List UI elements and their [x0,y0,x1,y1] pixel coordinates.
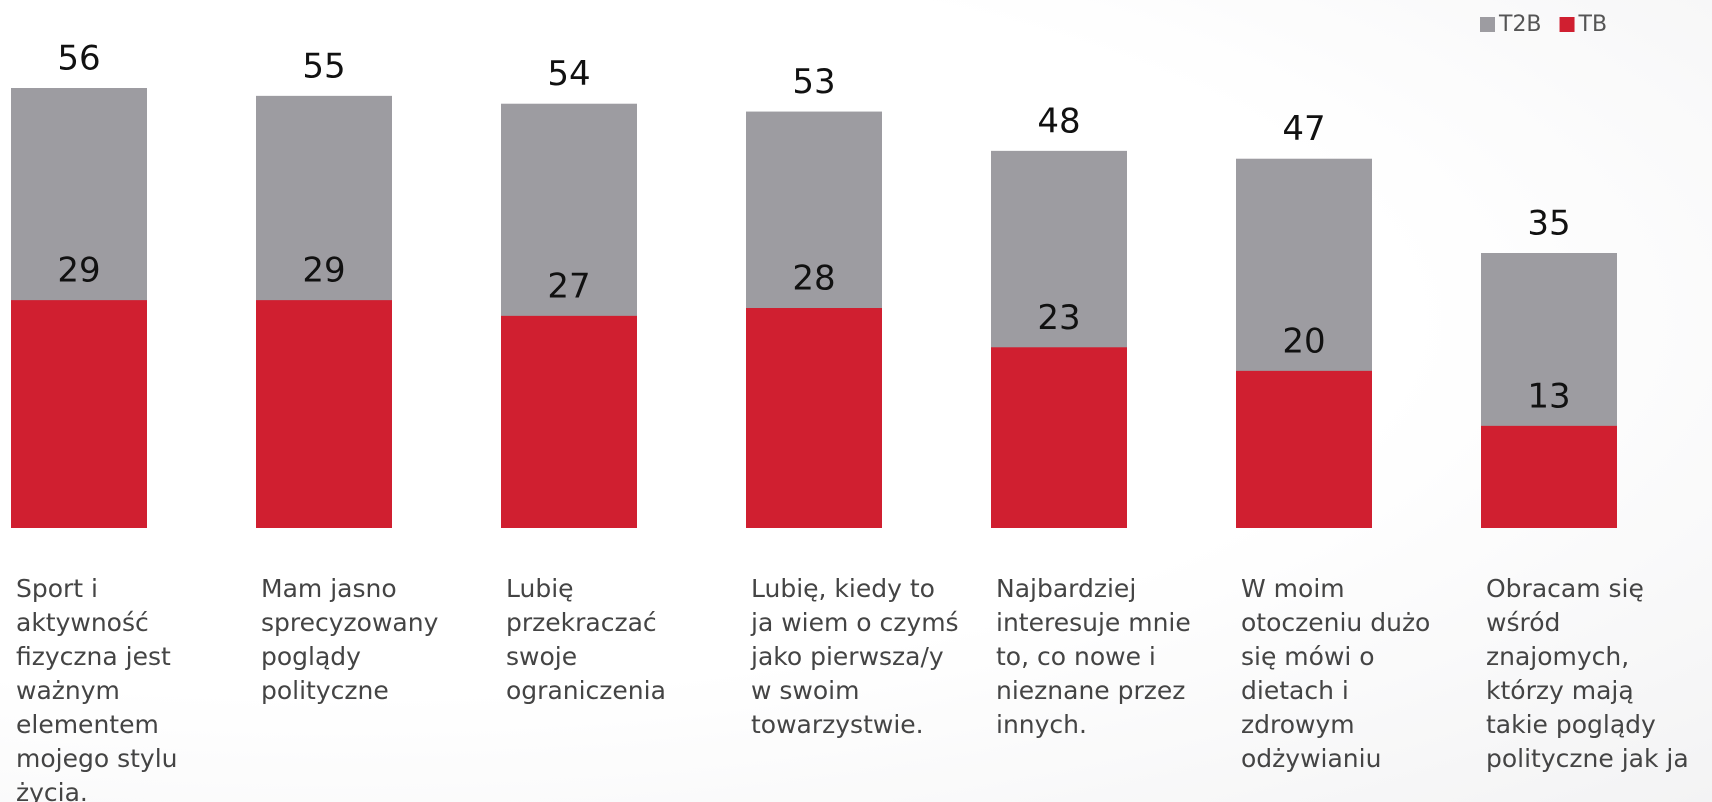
value-label: 13 [1527,376,1570,416]
category-label: Obracam się wśród znajomych, którzy mają… [1486,574,1689,773]
bar [991,347,1127,528]
value-label: 29 [302,251,345,291]
legend-swatch [1559,17,1575,32]
value-label: 35 [1527,204,1570,244]
category-label: Mam jasno sprecyzowany poglądy polityczn… [261,574,439,705]
bar [746,308,882,528]
value-label: 20 [1282,321,1325,361]
value-label: 54 [547,54,590,94]
bar [256,300,392,528]
value-label: 27 [547,266,590,306]
bar [1481,425,1617,528]
value-label: 55 [302,46,345,86]
category-label: Lubię przekraczać swoje ograniczenia [506,574,666,705]
category-label: Sport i aktywność fizyczna jest ważnym e… [16,574,178,802]
legend-label: TB [1578,12,1608,37]
legend-swatch [1480,17,1495,32]
category-label: W moim otoczeniu dużo się mówi o dietach… [1241,574,1431,773]
value-label: 53 [792,62,835,102]
category-label: Lubię, kiedy to ja wiem o czymś jako pie… [751,574,959,739]
value-label: 48 [1037,101,1080,141]
legend-label: T2B [1498,12,1542,37]
bar [501,315,637,528]
value-label: 23 [1037,298,1080,338]
value-label: 29 [57,251,100,291]
value-label: 56 [57,39,100,79]
value-label: 47 [1282,109,1325,149]
bar [11,300,147,528]
bar [1236,370,1372,528]
value-label: 28 [792,259,835,299]
category-label: Najbardziej interesuje mnie to, co nowe … [996,574,1191,739]
